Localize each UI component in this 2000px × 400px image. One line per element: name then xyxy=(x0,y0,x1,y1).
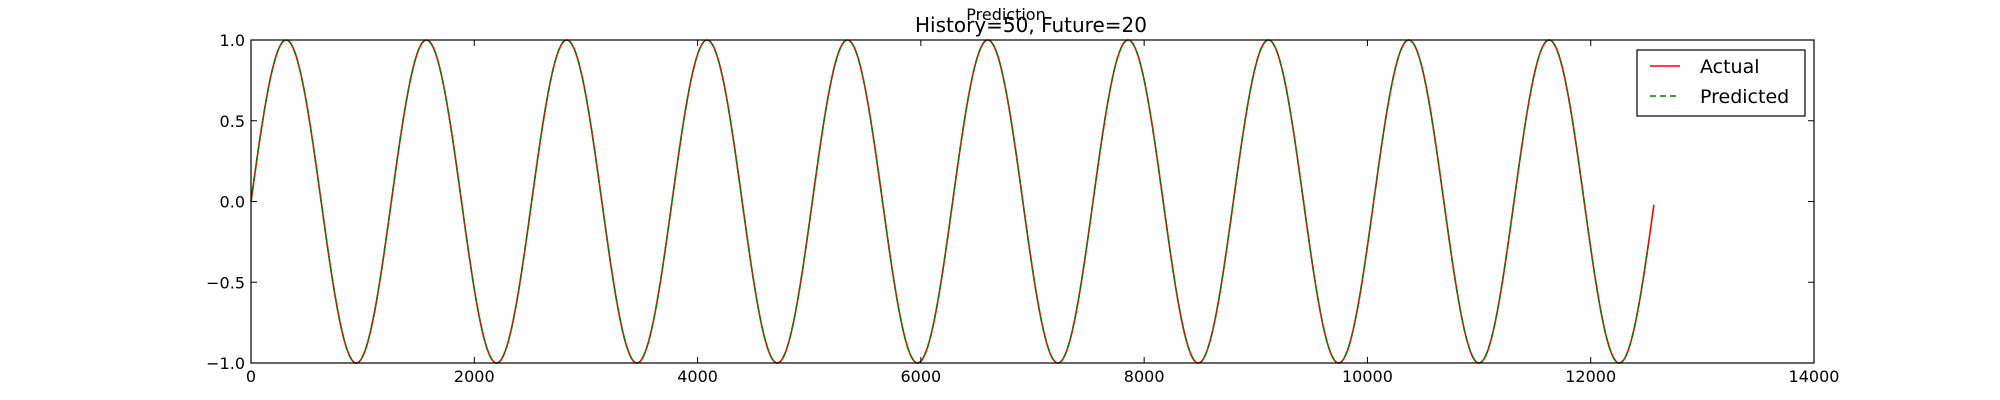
tick-labels-layer: 0 2000 4000 6000 8000 10000 12000 14000 1.0 0.5 0.… xyxy=(206,31,1839,386)
x-tick-label: 2000 xyxy=(454,367,495,386)
y-tick-label: 0.0 xyxy=(220,193,245,212)
y-tick-label: 1.0 xyxy=(220,31,245,50)
x-tick-label: 0 xyxy=(246,367,256,386)
chart-title: History=50, Future=20 xyxy=(915,13,1147,37)
legend-label-predicted: Predicted xyxy=(1700,86,1789,108)
series-line-predicted xyxy=(250,39,1650,364)
legend-label-actual: Actual xyxy=(1700,56,1760,78)
chart-suptitle: Prediction xyxy=(966,5,1045,24)
plot-frame xyxy=(250,39,1815,364)
x-tick-label: 12000 xyxy=(1565,367,1616,386)
x-tick-label: 14000 xyxy=(1789,367,1840,386)
legend-box xyxy=(1636,49,1806,117)
x-tick-label: 4000 xyxy=(677,367,718,386)
ticks-layer xyxy=(250,39,1815,364)
x-tick-label: 6000 xyxy=(900,367,941,386)
series-layer xyxy=(250,39,1655,364)
y-tick-label: −1.0 xyxy=(206,354,245,373)
legend: Actual Predicted xyxy=(1636,49,1806,117)
x-tick-label: 8000 xyxy=(1124,367,1165,386)
x-tick-label: 10000 xyxy=(1342,367,1393,386)
y-tick-label: −0.5 xyxy=(206,273,245,292)
y-tick-label: 0.5 xyxy=(220,112,245,131)
